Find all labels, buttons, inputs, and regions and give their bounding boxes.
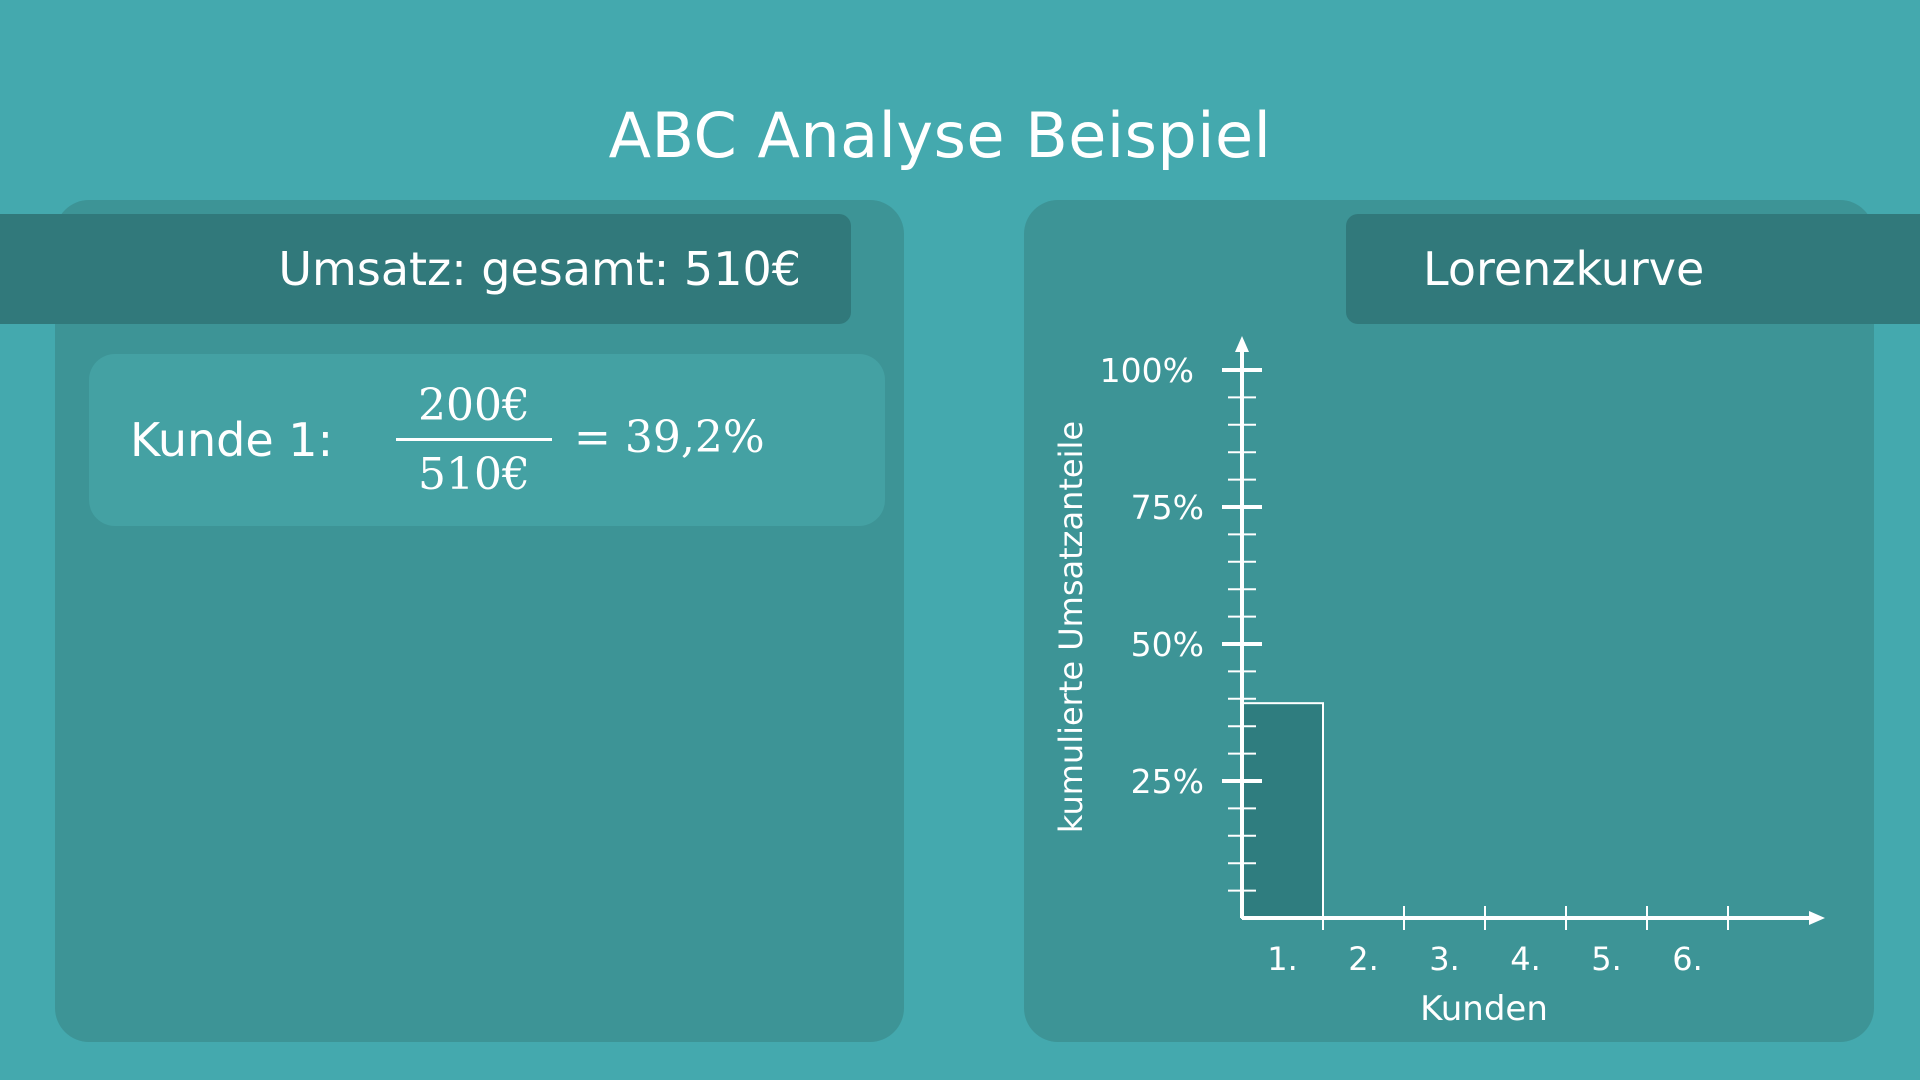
x-tick-label: 6. (1672, 940, 1703, 978)
total-revenue-banner: Umsatz: gesamt: 510€ (0, 214, 851, 324)
x-tick-label: 3. (1429, 940, 1460, 978)
customer-label: Kunde 1: (130, 413, 334, 467)
page-title: ABC Analyse Beispiel (608, 99, 1272, 172)
x-tick-label: 4. (1510, 940, 1541, 978)
lorenz-curve-banner: Lorenzkurve (1346, 214, 1920, 324)
calculation-panel (55, 200, 904, 1042)
x-tick-label: 2. (1348, 940, 1379, 978)
fraction: 200€ 510€ (396, 376, 552, 505)
calculation-result: = 39,2% (574, 412, 765, 463)
bar-1 (1241, 702, 1324, 920)
y-axis-title: kumulierte Umsatzanteile (1052, 421, 1090, 833)
x-axis-title: Kunden (1420, 989, 1548, 1029)
fraction-denominator: 510€ (418, 449, 530, 500)
y-tick-label: 75% (1131, 488, 1204, 527)
y-tick-label: 50% (1131, 625, 1204, 664)
y-tick-label: 100% (1100, 351, 1194, 390)
x-tick-label: 5. (1591, 940, 1622, 978)
chart-panel (1024, 200, 1874, 1042)
y-tick-label: 25% (1131, 762, 1204, 801)
x-axis-arrow (1809, 911, 1825, 925)
y-axis-arrow (1235, 336, 1249, 352)
fraction-numerator: 200€ (418, 380, 530, 431)
fraction-bar (396, 438, 552, 441)
x-tick-label: 1. (1267, 940, 1298, 978)
